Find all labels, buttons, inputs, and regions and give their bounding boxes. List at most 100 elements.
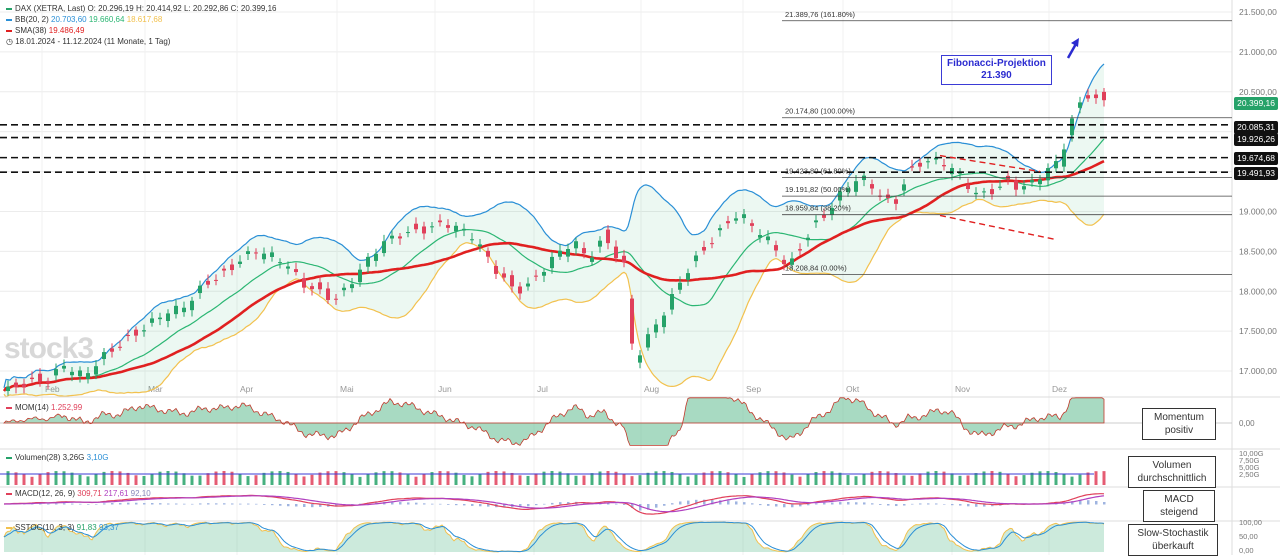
candle-body xyxy=(654,324,658,333)
volume-bar xyxy=(534,473,538,485)
macd-histogram-bar xyxy=(319,504,322,507)
candle-body xyxy=(166,313,170,322)
volume-bar xyxy=(134,475,138,485)
volume-bar xyxy=(46,472,50,485)
volume-bar xyxy=(1102,471,1106,485)
volume-bar xyxy=(294,473,298,485)
candle-body xyxy=(46,380,50,383)
macd-histogram-bar xyxy=(551,502,554,505)
momentum-annotation-line2: positiv xyxy=(1164,425,1194,436)
macd-histogram-bar xyxy=(527,504,530,507)
macd-label: MACD(12, 26, 9) xyxy=(15,489,76,498)
macd-histogram-bar xyxy=(863,502,866,505)
macd-histogram-bar xyxy=(103,503,106,505)
candle-body xyxy=(774,245,778,251)
candle-body xyxy=(510,275,514,287)
macd-histogram-bar xyxy=(927,503,930,505)
vol-tick-label: 5,00G xyxy=(1239,463,1260,472)
volume-bar xyxy=(654,471,658,485)
sstoc-tick-label: 100,00 xyxy=(1239,518,1262,527)
fib-level-label: 19.191,82 (50.00%) xyxy=(785,185,851,194)
macd-histogram-bar xyxy=(1079,500,1082,505)
macd-histogram-bar xyxy=(623,504,626,505)
macd-histogram-bar xyxy=(983,504,986,507)
candle-body xyxy=(430,226,434,228)
legend-bb-low2: 18.617,68 xyxy=(126,15,163,24)
x-tick-label: Okt xyxy=(846,384,860,394)
macd-histogram-bar xyxy=(439,503,442,505)
volume-bar xyxy=(998,471,1002,485)
volume-bar xyxy=(486,471,490,485)
macd-histogram-bar xyxy=(631,504,634,508)
volume-bar xyxy=(286,471,290,485)
candle-body xyxy=(518,286,522,294)
chart-legend: DAX (XETRA, Last) O: 20.296,19 H: 20.414… xyxy=(6,3,277,47)
candle-body xyxy=(238,261,242,264)
legend-bb: BB(20, 2) 20.703,60 19.660,64 18.617,68 xyxy=(6,14,277,25)
volume-bar xyxy=(774,471,778,485)
macd-histogram-bar xyxy=(887,504,890,506)
macd-histogram-bar xyxy=(647,504,650,510)
candle-body xyxy=(6,386,10,392)
candle-body xyxy=(502,273,506,278)
volume-bar xyxy=(1078,474,1082,485)
volume-bar xyxy=(374,472,378,485)
volume-bar xyxy=(782,472,786,485)
candle-body xyxy=(526,283,530,287)
vol-tick-label: 10,00G xyxy=(1239,449,1264,458)
macd-histogram-bar xyxy=(159,503,162,505)
candle-body xyxy=(598,240,602,247)
candle-body xyxy=(662,315,666,328)
candle-body xyxy=(974,192,978,195)
candle-body xyxy=(1078,102,1082,108)
macd-histogram-bar xyxy=(839,502,842,505)
volume-bar xyxy=(302,476,306,485)
volume-bar xyxy=(70,472,74,485)
macd-histogram-bar xyxy=(407,502,410,505)
y-tick-label: 21.500,00 xyxy=(1239,7,1277,17)
candle-body xyxy=(494,265,498,274)
macd-histogram-bar xyxy=(143,503,146,505)
volume-bar xyxy=(854,476,858,485)
macd-histogram-bar xyxy=(183,503,186,505)
fib-level-label: 21.389,76 (161.80%) xyxy=(785,10,856,19)
candle-body xyxy=(470,239,474,241)
volume-bar xyxy=(414,476,418,485)
volume-bar xyxy=(350,474,354,485)
volume-bar xyxy=(886,471,890,485)
macd-histogram-bar xyxy=(543,503,546,505)
candle-body xyxy=(622,255,626,263)
candle-body xyxy=(374,253,378,261)
volume-bar xyxy=(142,475,146,485)
volume-bar xyxy=(190,475,194,485)
volume-bar xyxy=(974,473,978,485)
macd-histogram-bar xyxy=(71,503,74,505)
macd-histogram-bar xyxy=(1103,502,1106,505)
candle-body xyxy=(710,243,714,245)
legend-price-text: DAX (XETRA, Last) O: 20.296,19 H: 20.414… xyxy=(15,4,277,13)
volume-bar xyxy=(270,471,274,485)
macd-histogram-bar xyxy=(1071,501,1074,505)
candle-body xyxy=(462,228,466,231)
volume-bar xyxy=(382,471,386,485)
volume-bar xyxy=(1046,471,1050,485)
macd-histogram-bar xyxy=(287,504,290,507)
macd-histogram-bar xyxy=(423,503,426,505)
macd-histogram-bar xyxy=(719,500,722,505)
volume-annotation-line1: Volumen xyxy=(1152,460,1192,471)
volume-bar xyxy=(918,473,922,485)
macd-histogram-bar xyxy=(807,504,810,506)
macd-histogram-bar xyxy=(639,504,642,511)
macd-histogram-bar xyxy=(447,504,450,505)
volume-bar xyxy=(110,471,114,485)
candle-body xyxy=(70,371,74,376)
volume-bar xyxy=(1062,474,1066,485)
candle-body xyxy=(814,220,818,223)
volume-bar xyxy=(1054,472,1058,485)
volume-bar xyxy=(14,472,18,485)
candle-body xyxy=(1102,91,1106,101)
macd-histogram-bar xyxy=(919,503,922,505)
y-tick-label: 18.500,00 xyxy=(1239,246,1277,256)
candle-body xyxy=(142,330,146,332)
